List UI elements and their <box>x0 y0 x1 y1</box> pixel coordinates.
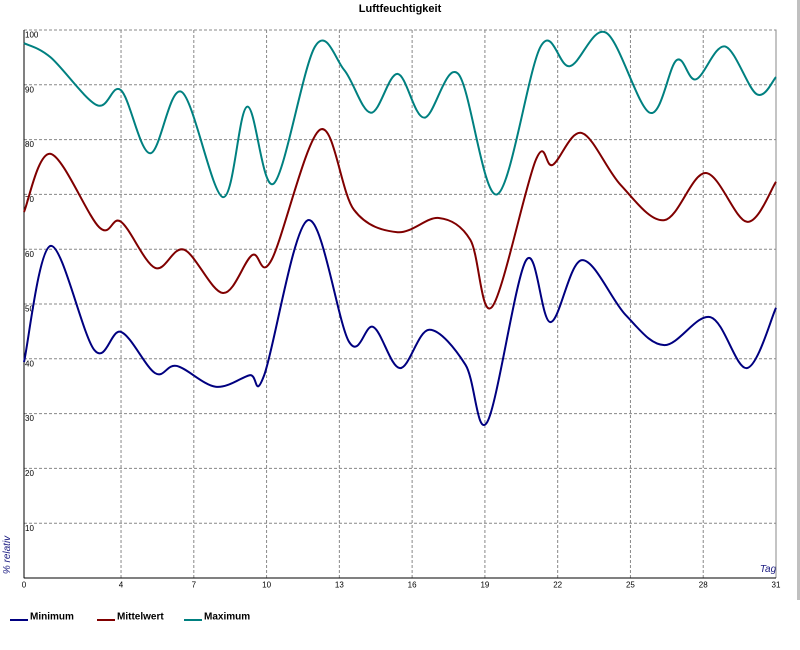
y-tick-label: 30 <box>25 414 34 423</box>
x-tick-label: 7 <box>192 581 197 590</box>
y-tick-label: 40 <box>25 359 34 368</box>
x-tick-label: 25 <box>626 581 635 590</box>
x-tick-label: 10 <box>262 581 271 590</box>
x-tick-label: 31 <box>772 581 781 590</box>
series-line <box>23 128 777 310</box>
y-tick-label: 70 <box>25 195 34 204</box>
x-tick-label: 28 <box>699 581 708 590</box>
legend-label: Minimum <box>30 612 74 623</box>
edge <box>797 0 800 600</box>
y-tick-label: 10 <box>25 524 34 533</box>
y-tick-label: 50 <box>25 305 34 314</box>
y-tick-label: 100 <box>25 31 39 40</box>
x-tick-label: 16 <box>408 581 417 590</box>
x-tick-label: 19 <box>480 581 489 590</box>
legend-label: Maximum <box>204 612 250 623</box>
x-tick-label: 4 <box>119 581 124 590</box>
y-tick-label: 80 <box>25 140 34 149</box>
chart-title: Luftfeuchtigkeit <box>359 3 442 15</box>
y-tick-label: 60 <box>25 250 34 259</box>
series-line <box>23 219 777 426</box>
y-axis-label: % relativ <box>2 535 13 574</box>
legend-label: Mittelwert <box>117 612 164 623</box>
series-line <box>23 30 777 199</box>
x-tick-label: 0 <box>22 581 27 590</box>
x-tick-label: 22 <box>553 581 562 590</box>
x-axis-label: Tag <box>760 564 777 575</box>
x-tick-label: 13 <box>335 581 344 590</box>
y-tick-label: 20 <box>25 469 34 478</box>
y-tick-label: 90 <box>25 85 34 94</box>
